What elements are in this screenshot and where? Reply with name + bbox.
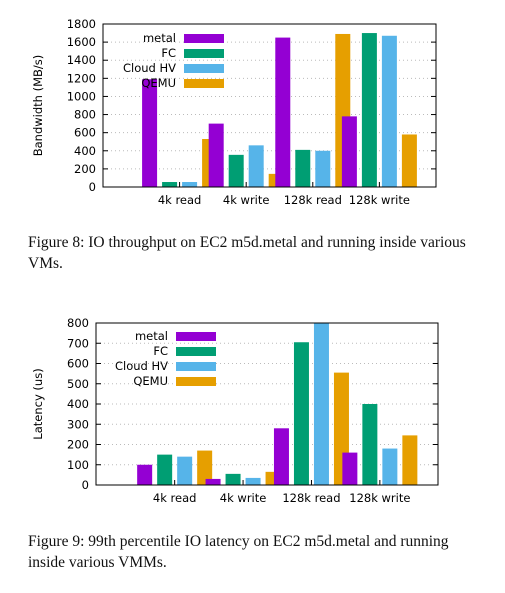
y-tick-label: 600	[74, 126, 96, 140]
legend-label: Cloud HV	[123, 61, 176, 75]
plot-frame	[102, 23, 437, 188]
throughput-chart: 0 200 400 600 800 1000 1200 1400 1600 1800 4k read…	[31, 17, 437, 207]
legend-swatch	[184, 34, 224, 43]
legend-swatch	[184, 64, 224, 73]
plot-frame	[95, 322, 439, 486]
figure-8-caption: Figure 8: IO throughput on EC2 m5d.metal…	[28, 234, 466, 272]
y-tick-label: 500	[67, 377, 89, 391]
bar-fc	[362, 404, 378, 485]
legend-label: QEMU	[133, 374, 168, 388]
legend-swatch	[176, 332, 216, 341]
x-tick-label: 4k read	[153, 491, 197, 505]
bar-cloud-hv	[315, 150, 331, 187]
y-tick-label: 800	[74, 108, 96, 122]
bar-qemu	[197, 450, 213, 485]
y-tick-label: 100	[67, 458, 89, 472]
y-tick-label: 600	[67, 357, 89, 371]
y-tick-label: 1600	[67, 35, 96, 49]
y-tick-label: 0	[89, 180, 96, 194]
legend-swatch	[176, 347, 216, 356]
bar-cloud-hv	[182, 182, 198, 187]
y-tick-label: 1400	[67, 53, 96, 67]
y-tick-label: 0	[82, 478, 89, 492]
bar-fc	[157, 454, 173, 485]
legend-swatch	[184, 79, 224, 88]
bar-qemu	[402, 435, 418, 485]
y-tick-label: 800	[67, 316, 89, 330]
x-tick-label: 128k read	[282, 491, 340, 505]
y-axis-label: Bandwidth (MB/s)	[31, 55, 45, 157]
y-tick-label: 200	[67, 438, 89, 452]
bar-fc	[295, 149, 311, 187]
y-axis-label: Latency (us)	[31, 368, 45, 439]
bar-cloud-hv	[177, 456, 193, 485]
bar-cloud-hv	[313, 323, 329, 485]
bar-cloud-hv	[381, 35, 397, 188]
latency-chart: 0 100 200 300 400 500 600 700 800 4k read 4k write…	[31, 316, 439, 505]
legend-label: Cloud HV	[115, 359, 168, 373]
bar-metal	[205, 478, 221, 485]
bar-metal	[341, 116, 357, 187]
legend-label: metal	[135, 329, 168, 343]
bar-metal	[273, 428, 289, 485]
legend-swatch	[184, 49, 224, 58]
bar-qemu	[401, 134, 417, 187]
y-tick-label: 1200	[67, 71, 96, 85]
legend-swatch	[176, 377, 216, 386]
bar-metal	[208, 123, 224, 187]
x-tick-label: 4k read	[158, 193, 202, 207]
bar-fc	[228, 154, 244, 187]
y-tick-label: 400	[74, 144, 96, 158]
bar-fc	[162, 182, 178, 187]
legend-label: FC	[161, 46, 176, 60]
y-tick-label: 200	[74, 162, 96, 176]
bar-cloud-hv	[248, 145, 264, 187]
bar-fc	[293, 342, 309, 485]
bar-fc	[225, 473, 241, 485]
x-tick-label: 128k read	[284, 193, 342, 207]
bar-metal	[137, 464, 153, 485]
bar-metal	[275, 37, 291, 188]
figure-9-caption: Figure 9: 99th percentile IO latency on …	[28, 533, 449, 571]
x-tick-label: 128k write	[349, 491, 410, 505]
y-tick-label: 1000	[67, 89, 96, 103]
x-tick-label: 4k write	[220, 491, 267, 505]
legend-label: FC	[153, 344, 168, 358]
y-tick-label: 1800	[67, 17, 96, 31]
x-tick-label: 4k write	[223, 193, 270, 207]
bar-metal	[342, 452, 358, 485]
bar-cloud-hv	[382, 448, 398, 485]
x-tick-label: 128k write	[349, 193, 410, 207]
y-tick-label: 700	[67, 336, 89, 350]
y-tick-label: 400	[67, 397, 89, 411]
legend-label: metal	[143, 31, 176, 45]
legend-swatch	[176, 362, 216, 371]
y-tick-label: 300	[67, 417, 89, 431]
bar-cloud-hv	[245, 477, 261, 485]
legend-label: QEMU	[141, 76, 176, 90]
bar-fc	[361, 33, 377, 187]
bar-metal	[142, 79, 158, 187]
